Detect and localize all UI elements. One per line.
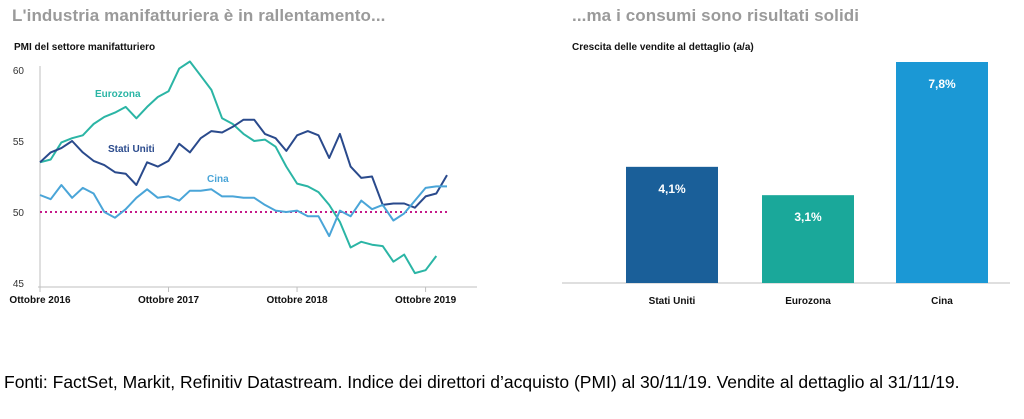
y-tick-label: 50 xyxy=(13,208,25,219)
bar-chart-title: Crescita delle vendite al dettaglio (a/a… xyxy=(572,42,754,53)
x-tick-label: Ottobre 2018 xyxy=(266,295,328,306)
bar-value-label: 3,1% xyxy=(794,210,822,224)
bar-stati-uniti xyxy=(626,166,718,283)
bar-eurozona xyxy=(762,195,854,283)
x-tick-label: Ottobre 2016 xyxy=(9,295,71,306)
source-footnote: Fonti: FactSet, Markit, Refinitiv Datast… xyxy=(4,372,960,392)
series-line-cina xyxy=(39,184,447,238)
series-line-stati-uniti xyxy=(39,118,448,209)
bar-category-label: Eurozona xyxy=(785,296,831,307)
line-chart-title: PMI del settore manifatturiero xyxy=(14,42,156,53)
bar-category-label: Stati Uniti xyxy=(649,296,696,307)
x-tick-label: Ottobre 2017 xyxy=(138,295,200,306)
bar-value-label: 7,8% xyxy=(928,77,956,91)
charts-canvas: 45 50 55 60 Ottobre 2016 Ottobre 2017 Ottobre … xyxy=(9,60,1010,307)
series-line-eurozona xyxy=(39,60,438,275)
y-tick-label: 45 xyxy=(13,279,25,290)
series-label-stati-uniti: Stati Uniti xyxy=(108,144,155,155)
left-panel-title: L'industria manifatturiera è in rallenta… xyxy=(12,6,386,25)
bar-cina xyxy=(896,62,988,283)
y-tick-label: 55 xyxy=(13,137,25,148)
series-label-cina: Cina xyxy=(207,174,229,185)
y-tick-label: 60 xyxy=(13,66,25,77)
bar-category-label: Cina xyxy=(931,296,953,307)
x-tick-label: Ottobre 2019 xyxy=(395,295,457,306)
bar-value-label: 4,1% xyxy=(658,182,686,196)
series-label-eurozona: Eurozona xyxy=(95,89,141,100)
right-panel-title: ...ma i consumi sono risultati solidi xyxy=(572,6,860,25)
